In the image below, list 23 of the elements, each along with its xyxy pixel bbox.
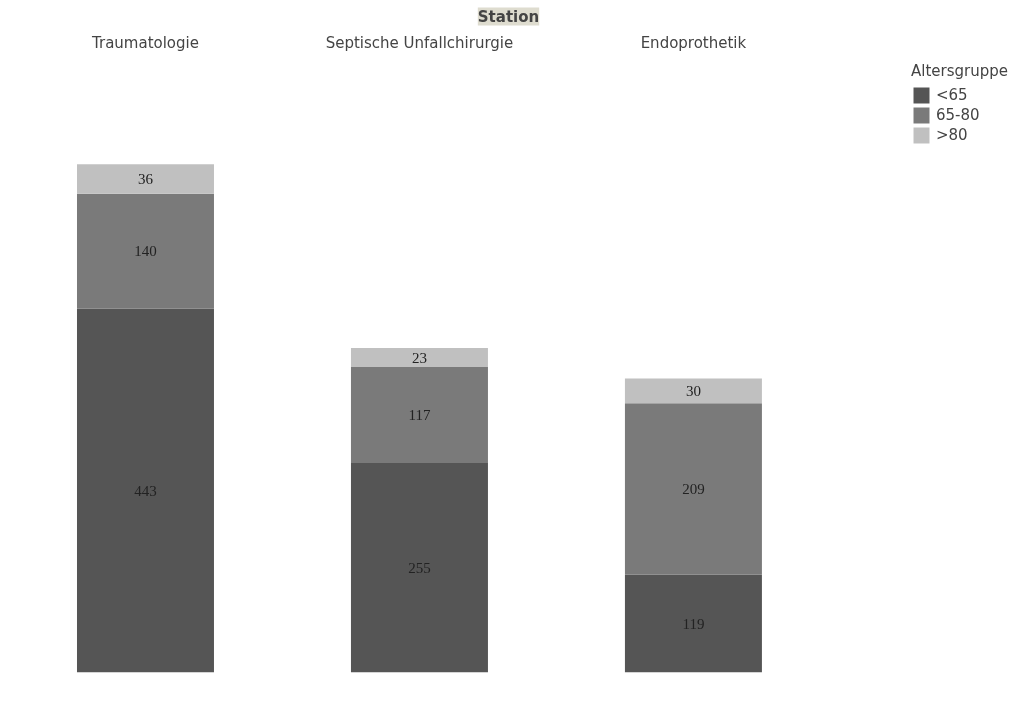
data-label: 140 [134, 243, 157, 260]
data-label: 23 [411, 349, 427, 366]
bar [76, 193, 214, 309]
bar [624, 378, 762, 404]
x-tick-label: Endoprothetik [640, 33, 747, 52]
bar [76, 164, 214, 194]
bar [350, 463, 488, 673]
legend-title: Altersgruppe [911, 62, 1008, 80]
bar [350, 367, 488, 464]
bar [76, 308, 214, 673]
bar [624, 403, 762, 575]
legend-label: 65-80 [936, 106, 980, 124]
chart-title: Station [477, 7, 540, 26]
data-label: 36 [137, 170, 154, 187]
legend-label: >80 [936, 126, 968, 144]
x-tick-label: Traumatologie [91, 33, 199, 52]
bar [624, 574, 762, 673]
x-tick-label: Septische Unfallchirurgie [325, 33, 514, 52]
data-label: 209 [682, 480, 705, 497]
data-label: 117 [408, 407, 431, 424]
legend-label: <65 [936, 86, 968, 104]
data-label: 30 [685, 382, 701, 399]
bar [350, 348, 488, 368]
